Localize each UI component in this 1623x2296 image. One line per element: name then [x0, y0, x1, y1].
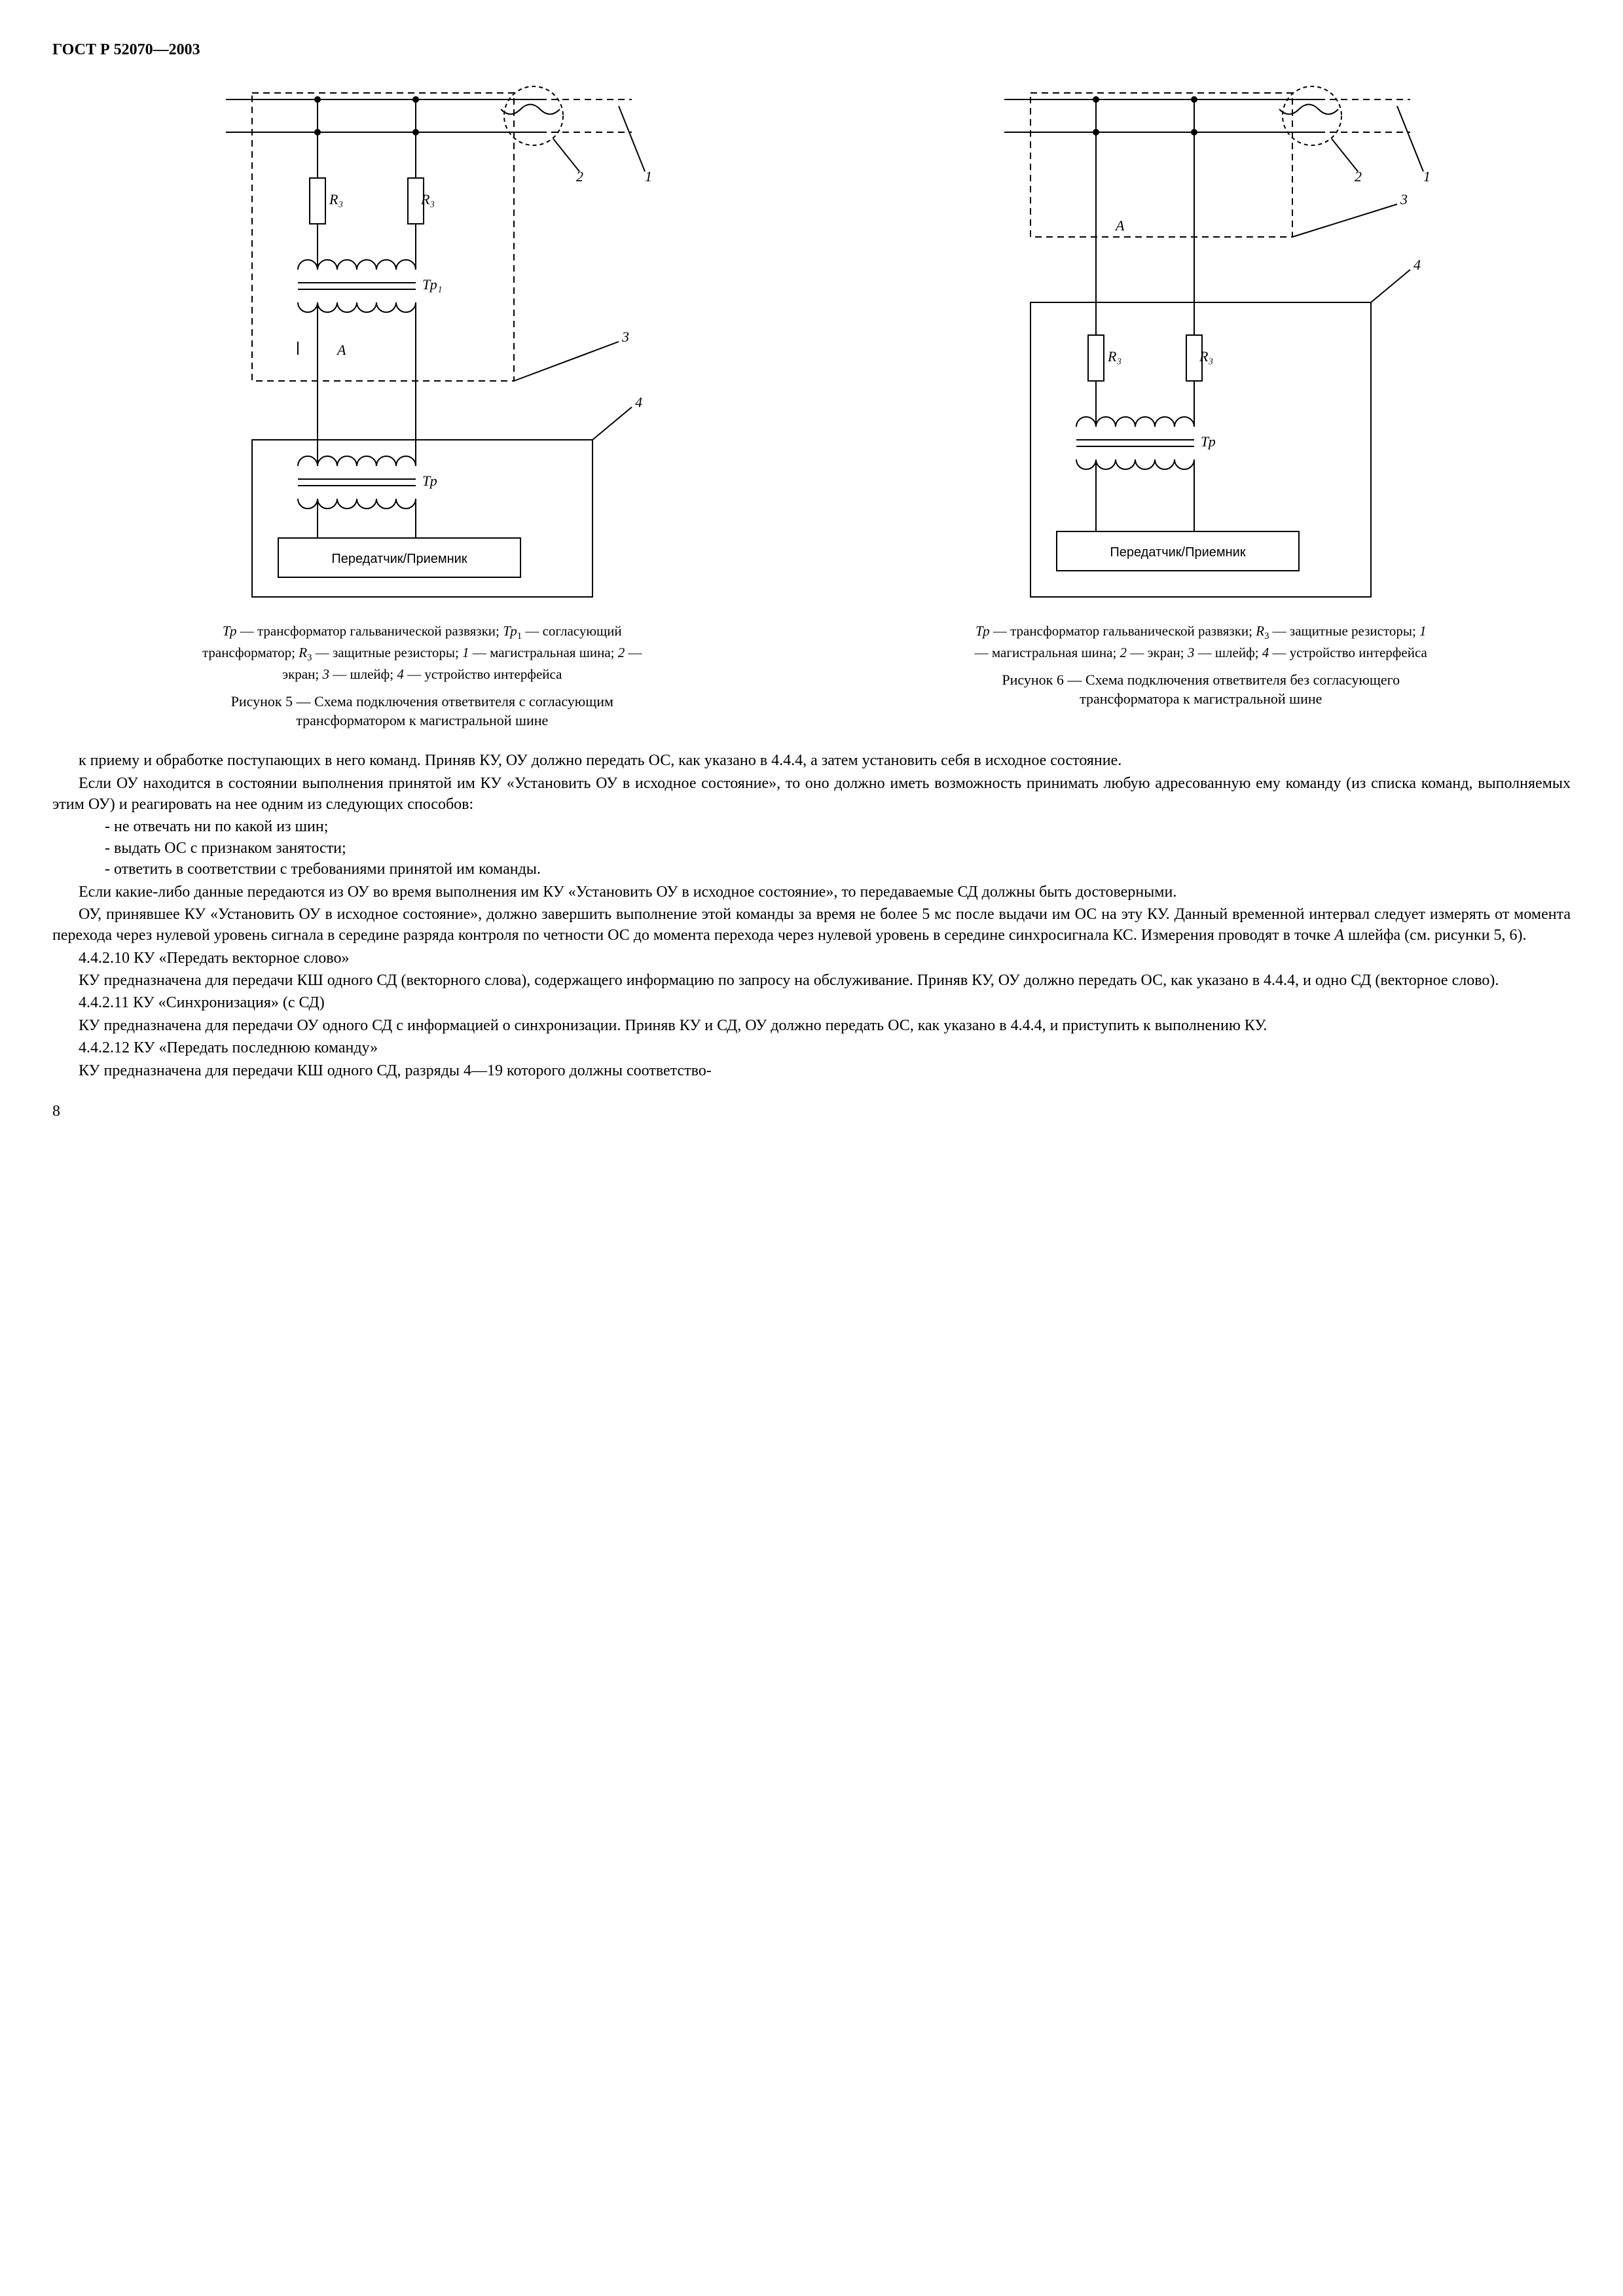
- fig5-r3-right: R₃: [420, 191, 435, 207]
- fig5-tp: Тр: [422, 473, 437, 489]
- list-item: ответить в соответствии с требованиями п…: [105, 859, 1571, 880]
- fig6-A: А: [1114, 217, 1125, 234]
- figure-5: R₃ R₃ Тр₁ А Тр 1 2 3 4 Передатчик/Приемн…: [52, 73, 792, 730]
- list-item: не отвечать ни по какой из шин;: [105, 816, 1571, 837]
- para: 4.4.2.10 КУ «Передать векторное слово»: [52, 948, 1571, 969]
- fig5-tp1: Тр₁: [422, 276, 442, 293]
- figure-5-caption: Рисунок 5 — Схема подключения ответвител…: [193, 692, 651, 730]
- fig5-n3: 3: [621, 329, 629, 345]
- fig5-box-label: Передатчик/Приемник: [331, 552, 467, 566]
- para: 4.4.2.12 КУ «Передать последнюю команду»: [52, 1037, 1571, 1058]
- page-header: ГОСТ Р 52070—2003: [52, 39, 1571, 60]
- para: Если ОУ находится в состоянии выполнения…: [52, 773, 1571, 816]
- fig6-n1: 1: [1423, 168, 1431, 185]
- fig6-n3: 3: [1400, 191, 1408, 207]
- para: Если какие-либо данные передаются из ОУ …: [52, 882, 1571, 903]
- fig6-box-label: Передатчик/Приемник: [1110, 545, 1246, 560]
- para: КУ предназначена для передачи КШ одного …: [52, 1060, 1571, 1081]
- figure-6-caption: Рисунок 6 — Схема подключения ответвител…: [972, 670, 1430, 709]
- fig5-A: А: [336, 342, 346, 358]
- para: КУ предназначена для передачи ОУ одного …: [52, 1015, 1571, 1036]
- para: КУ предназначена для передачи КШ одного …: [52, 970, 1571, 991]
- fig5-n2: 2: [576, 168, 583, 185]
- fig5-r3-left: R₃: [329, 191, 343, 207]
- fig6-n2: 2: [1355, 168, 1362, 185]
- figure-5-svg: R₃ R₃ Тр₁ А Тр 1 2 3 4 Передатчик/Приемн…: [187, 73, 658, 610]
- fig5-n1: 1: [645, 168, 652, 185]
- fig5-n4: 4: [635, 394, 642, 410]
- fig6-r3-right: R₃: [1199, 348, 1213, 365]
- list: не отвечать ни по какой из шин; выдать О…: [105, 816, 1571, 880]
- figure-6-legend: Тр — трансформатор гальванической развяз…: [972, 622, 1430, 662]
- figures-row: R₃ R₃ Тр₁ А Тр 1 2 3 4 Передатчик/Приемн…: [52, 73, 1571, 730]
- fig6-n4: 4: [1413, 257, 1421, 273]
- fig6-tp: Тр: [1201, 433, 1216, 450]
- body-text: к приему и обработке поступающих в него …: [52, 750, 1571, 1081]
- figure-6-svg: R₃ R₃ А Тр 1 2 3 4 Передатчик/Приемник: [965, 73, 1436, 610]
- figure-6: R₃ R₃ А Тр 1 2 3 4 Передатчик/Приемник Т…: [831, 73, 1571, 730]
- list-item: выдать ОС с признаком занятости;: [105, 838, 1571, 859]
- fig6-r3-left: R₃: [1107, 348, 1122, 365]
- page-number: 8: [52, 1101, 1571, 1122]
- para: 4.4.2.11 КУ «Синхронизация» (с СД): [52, 992, 1571, 1013]
- para: к приему и обработке поступающих в него …: [52, 750, 1571, 771]
- para: ОУ, принявшее КУ «Установить ОУ в исходн…: [52, 904, 1571, 946]
- figure-5-legend: Тр — трансформатор гальванической развяз…: [193, 622, 651, 683]
